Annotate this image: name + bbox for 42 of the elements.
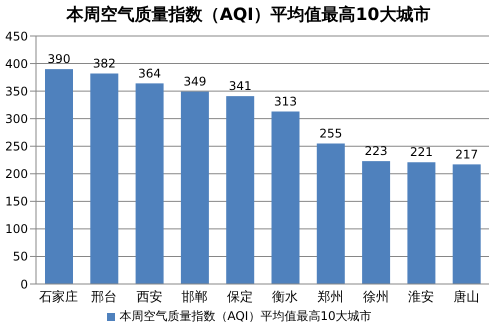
bar [90, 73, 118, 284]
bar [272, 112, 300, 284]
data-label: 221 [410, 145, 433, 160]
y-tick-label: 0 [20, 277, 28, 292]
bar [180, 92, 209, 284]
y-tick-label: 150 [5, 194, 28, 209]
y-tick-label: 200 [5, 167, 28, 182]
legend-label: 本周空气质量指数（AQI）平均值最高10大城市 [119, 309, 372, 323]
y-tick-label: 300 [5, 112, 28, 126]
y-tick-label: 350 [5, 84, 28, 98]
data-label: 364 [138, 66, 162, 80]
bar [136, 83, 164, 284]
y-tick-label: 450 [5, 29, 28, 44]
x-tick-label: 衡水 [272, 290, 298, 306]
x-tick-label: 邯郸 [182, 290, 208, 306]
data-label: 349 [183, 74, 206, 89]
data-label: 382 [92, 56, 116, 70]
x-tick-label: 淮安 [408, 289, 434, 306]
data-label: 217 [455, 147, 478, 162]
data-label: 255 [319, 126, 342, 140]
x-tick-label: 石家庄 [39, 289, 78, 306]
y-tick-label: 250 [5, 139, 28, 154]
chart-title: 本周空气质量指数（AQI）平均值最高10大城市 [65, 4, 432, 27]
bar [45, 69, 73, 284]
x-tick-label: 郑州 [317, 290, 344, 306]
x-tick-label: 邢台 [90, 290, 117, 306]
bar [452, 164, 481, 284]
data-label: 223 [364, 144, 388, 158]
x-tick-label: 西安 [136, 289, 162, 306]
y-tick-label: 50 [12, 250, 28, 264]
data-label: 390 [48, 52, 70, 66]
data-label: 313 [274, 94, 297, 108]
y-tick-label: 400 [5, 56, 28, 71]
bar [407, 162, 436, 284]
bar [316, 143, 345, 284]
x-tick-label: 唐山 [453, 290, 480, 306]
y-tick-label: 100 [5, 222, 28, 236]
x-tick-label: 保定 [226, 290, 253, 306]
x-tick-label: 徐州 [362, 290, 389, 306]
bar [362, 161, 390, 284]
data-label: 341 [228, 79, 252, 94]
bar [226, 96, 254, 284]
